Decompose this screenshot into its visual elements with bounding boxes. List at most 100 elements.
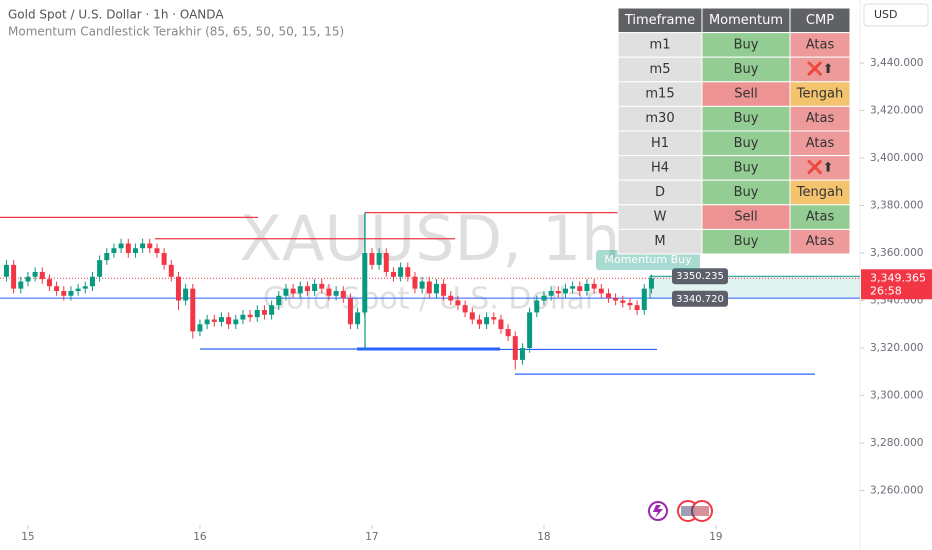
table-cell: ❌⬆ <box>806 61 833 77</box>
candle-body <box>290 288 296 294</box>
candle-body <box>240 314 246 320</box>
table-cell-bg <box>789 32 851 58</box>
candle-body <box>218 317 224 322</box>
table-cell-bg <box>617 179 703 206</box>
table-cell-bg <box>701 130 791 157</box>
y-tick-label: 3,280.000 <box>870 437 923 449</box>
candle-body <box>405 267 411 277</box>
table-cell-bg <box>617 228 703 255</box>
table-cell-bg <box>789 105 851 132</box>
candle-body <box>362 252 368 313</box>
x-tick-label: 17 <box>365 531 378 543</box>
candle-body <box>484 317 490 325</box>
table-cell: Buy <box>734 185 759 200</box>
candle-body <box>433 283 439 294</box>
zone-top-label: 3350.235 <box>676 271 724 282</box>
table-cell: Buy <box>734 160 759 175</box>
candle-body <box>261 310 267 315</box>
y-tick-label: 3,300.000 <box>870 390 923 402</box>
candle-body <box>46 279 52 287</box>
x-tick-label: 18 <box>537 531 550 543</box>
table-cell: Sell <box>734 87 757 102</box>
zone-bottom-label: 3340.720 <box>676 294 724 305</box>
candle-body <box>570 286 576 289</box>
table-cell-bg <box>789 155 851 181</box>
candle-body <box>620 300 626 303</box>
table-cell: H1 <box>651 136 669 151</box>
candle-body <box>641 288 647 311</box>
candle-body <box>111 248 117 253</box>
x-tick-label: 19 <box>709 531 722 543</box>
y-tick-label: 3,360.000 <box>870 247 923 259</box>
candle-body <box>75 288 81 292</box>
candle-body <box>18 281 24 289</box>
y-tick-label: 3,420.000 <box>870 104 923 116</box>
candle-body <box>448 295 454 301</box>
candle-body <box>204 319 210 325</box>
candle-body <box>68 291 74 296</box>
candle-body <box>455 300 461 306</box>
candle-body <box>505 329 511 337</box>
y-tick-label: 3,380.000 <box>870 199 923 211</box>
candle-body <box>32 272 38 277</box>
candle-body <box>233 319 239 325</box>
table-cell: D <box>655 185 665 200</box>
candle-body <box>283 288 289 296</box>
last-price-label: 3,349.365 <box>870 271 926 284</box>
table-cell: W <box>654 210 667 225</box>
candle-body <box>390 272 396 277</box>
candle-body <box>11 264 17 289</box>
candle-body <box>476 319 482 325</box>
candle-body <box>168 264 174 277</box>
candle-body <box>541 295 547 301</box>
candle-body <box>398 267 404 277</box>
table-cell-bg <box>789 228 851 255</box>
y-tick-label: 3,320.000 <box>870 342 923 354</box>
table-cell: m15 <box>645 87 674 102</box>
table-cell: ❌⬆ <box>806 159 833 175</box>
currency-box[interactable] <box>863 3 929 27</box>
candle-body <box>140 243 146 249</box>
currency[interactable]: USD <box>874 8 898 21</box>
candle-body <box>297 286 303 294</box>
table-cell-bg <box>617 130 703 157</box>
table-cell: m5 <box>650 62 671 77</box>
candle-body <box>161 252 167 265</box>
table-cell: Tengah <box>796 87 843 102</box>
candle-body <box>132 248 138 253</box>
table-cell: Atas <box>806 111 835 126</box>
candle-body <box>627 302 633 306</box>
candle-body <box>376 252 382 265</box>
y-tick-label: 3,400.000 <box>870 152 923 164</box>
candle-body <box>211 319 217 322</box>
candle-body <box>498 319 504 330</box>
candle-body <box>613 298 619 301</box>
table-header-cell <box>617 7 703 34</box>
table-cell-bg <box>789 130 851 157</box>
zone-top-label-box <box>672 268 728 285</box>
signal-label: Momentum Buy <box>604 253 692 266</box>
candle-body <box>254 310 260 318</box>
bottom-icons <box>648 500 713 522</box>
candle-body <box>25 276 31 282</box>
y-tick-label: 3,440.000 <box>870 57 923 69</box>
candle-body <box>426 281 432 294</box>
candle-body <box>276 295 282 306</box>
candle-body <box>491 317 497 320</box>
candle-body <box>412 276 418 289</box>
candle-body <box>419 281 425 289</box>
candle-body <box>355 312 361 325</box>
candle-body <box>562 288 568 294</box>
candle-body <box>319 283 325 289</box>
table-cell: Atas <box>806 234 835 249</box>
table-header-cell <box>789 7 851 34</box>
candle-body <box>197 324 203 332</box>
table-cell-bg <box>617 32 703 58</box>
candle-body <box>147 243 153 249</box>
table-cell: Atas <box>806 136 835 151</box>
candle-body <box>605 293 611 299</box>
candle-body <box>577 286 583 292</box>
table-cell: m30 <box>645 111 674 126</box>
candle-body <box>534 300 540 313</box>
